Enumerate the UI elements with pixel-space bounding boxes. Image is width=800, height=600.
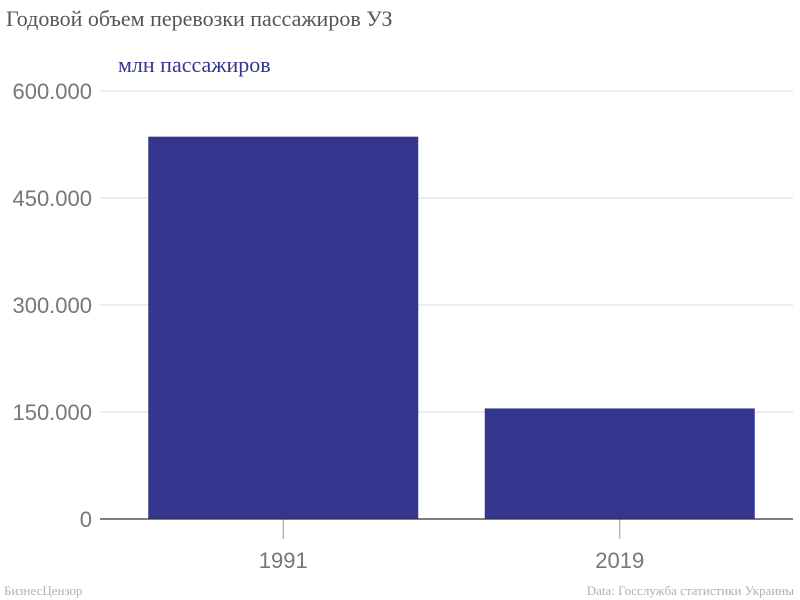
chart-title: Годовой объем перевозки пассажиров УЗ xyxy=(6,6,393,31)
bar-2019 xyxy=(484,408,755,519)
y-tick-label: 600.000 xyxy=(12,79,92,104)
axes: 0 150.000 300.000 450.000 600.000 1991 2019 xyxy=(12,79,793,573)
y-tick-label: 0 xyxy=(80,507,92,532)
bars xyxy=(148,136,755,520)
y-axis-unit-label: млн пассажиров xyxy=(118,52,271,77)
x-tick-label: 2019 xyxy=(595,548,644,573)
y-tick-label: 300.000 xyxy=(12,293,92,318)
y-tick-label: 450.000 xyxy=(12,186,92,211)
data-source: Data: Госслужба статистики Украины xyxy=(586,583,794,598)
bar-1991 xyxy=(148,136,419,520)
source-brand: БизнесЦензор xyxy=(4,583,83,598)
y-tick-label: 150.000 xyxy=(12,400,92,425)
x-tick-label: 1991 xyxy=(259,548,308,573)
